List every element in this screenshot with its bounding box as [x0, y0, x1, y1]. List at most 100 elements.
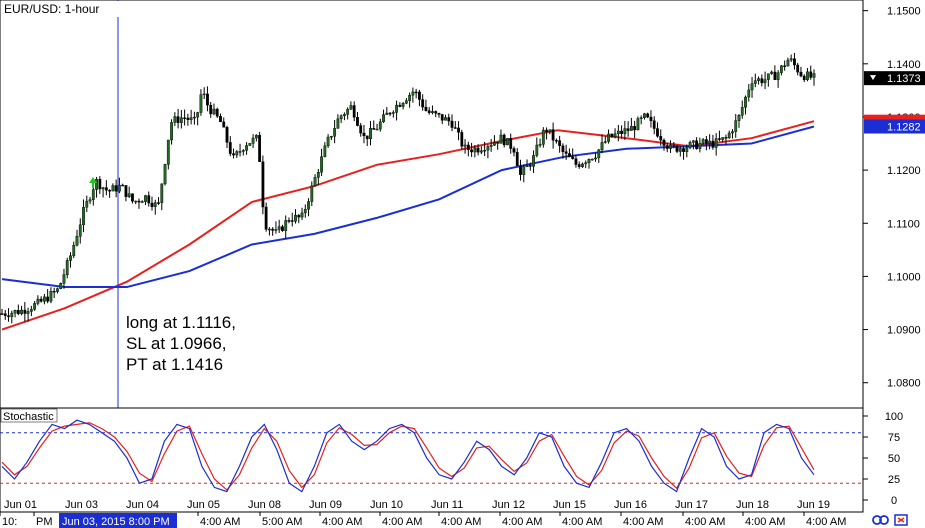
candle-body — [369, 127, 372, 140]
candle-body — [359, 125, 363, 134]
candle-body — [571, 156, 575, 159]
candle-body — [656, 128, 659, 137]
candle-body — [336, 118, 340, 129]
candle-body — [786, 59, 790, 67]
candle-body — [134, 200, 138, 203]
candle-body — [753, 80, 757, 84]
candle-body — [88, 199, 92, 202]
candle-body — [577, 164, 581, 167]
candle-body — [581, 163, 584, 167]
candle-body — [206, 93, 209, 106]
candle-body — [737, 115, 741, 121]
arrow-up-icon — [89, 177, 97, 188]
candle-body — [727, 132, 731, 138]
stochastic-axis[interactable]: 100 75 50 25 0 — [863, 411, 903, 507]
candle-body — [682, 148, 685, 152]
window-icon[interactable] — [894, 514, 908, 526]
time-label: 4:00 AM — [685, 516, 725, 528]
candle-body — [564, 151, 568, 154]
price-tick-label: 1.0800 — [887, 378, 921, 390]
candle-body — [463, 144, 467, 147]
date-label: Jun 05 — [187, 499, 220, 511]
time-label: 5:00 AM — [262, 516, 302, 528]
candle-body — [519, 165, 522, 175]
time-axis[interactable]: 10: PM 4:00 AM 5:00 AM 4:00 AM 4:00 AM 4:00 AM… — [0, 512, 846, 528]
candle-body — [277, 226, 281, 230]
candle-body — [241, 150, 245, 152]
candle-body — [264, 206, 268, 230]
candle-body — [320, 156, 323, 173]
candle-body — [431, 111, 434, 113]
candle-body — [568, 153, 571, 158]
candle-body — [528, 165, 532, 167]
candle-body — [215, 108, 219, 117]
candle-body — [799, 71, 803, 77]
stochastic-k-line — [1, 419, 815, 493]
price-tick-label: 1.0900 — [887, 325, 921, 337]
time-label: PM — [36, 516, 53, 528]
candle-body — [479, 150, 483, 153]
candle-body — [91, 189, 95, 200]
candle-body — [385, 112, 389, 115]
stochastic-tick-label: 100 — [885, 411, 903, 423]
candle-body — [212, 108, 216, 115]
candle-body — [662, 139, 666, 146]
candle-body — [10, 312, 14, 317]
time-label: 10: — [2, 516, 17, 528]
date-label: Jun 18 — [736, 499, 769, 511]
price-tick-label: 1.1400 — [887, 59, 921, 71]
candle-body — [626, 128, 630, 131]
candle-body — [424, 106, 428, 111]
candle-body — [163, 164, 167, 185]
candle-body — [225, 127, 229, 143]
candle-body — [669, 144, 672, 149]
candle-body — [121, 184, 125, 187]
candle-body — [750, 83, 754, 91]
current-price-tag — [864, 71, 925, 86]
candle-body — [440, 114, 444, 121]
candle-body — [711, 140, 715, 148]
candle-body — [437, 113, 441, 115]
candle-body — [170, 122, 173, 141]
candle-body — [493, 142, 496, 146]
candle-body — [59, 283, 63, 289]
candle-body — [39, 298, 43, 302]
candle-body — [157, 202, 160, 204]
blue-ma-price-label: 1.1282 — [887, 122, 921, 134]
candle-body — [98, 179, 102, 190]
candle-body — [329, 136, 333, 138]
candle-body — [104, 187, 108, 191]
candle-body — [773, 71, 777, 80]
link-icon[interactable] — [872, 515, 889, 525]
candle-body — [245, 145, 248, 151]
candle-body — [590, 158, 594, 161]
candle-body — [186, 117, 190, 120]
candle-body — [219, 116, 222, 123]
candle-body — [16, 310, 20, 315]
candle-body — [408, 94, 412, 101]
candle-body — [137, 200, 141, 203]
candle-body — [489, 144, 493, 147]
candle-body — [140, 201, 144, 203]
annotation-line-1: long at 1.1116, — [126, 313, 236, 332]
candle-body — [199, 94, 203, 113]
candle-body — [111, 185, 115, 192]
candle-body — [395, 104, 398, 113]
candle-body — [783, 65, 787, 67]
candle-body — [144, 195, 147, 202]
candle-body — [470, 149, 473, 153]
candle-body — [287, 220, 291, 222]
price-axis[interactable]: 1.15001.14001.13001.12001.11001.10001.09… — [863, 6, 921, 390]
candle-body — [258, 134, 262, 162]
candle-body — [160, 183, 164, 203]
candle-body — [36, 298, 40, 304]
time-label: 4:00 AM — [382, 516, 422, 528]
price-tick-label: 1.1000 — [887, 271, 921, 283]
candle-body — [72, 245, 76, 257]
candle-body — [238, 151, 242, 153]
candle-body — [391, 112, 395, 114]
candle-body — [42, 296, 46, 302]
candle-body — [652, 120, 656, 129]
candle-body — [506, 138, 509, 146]
